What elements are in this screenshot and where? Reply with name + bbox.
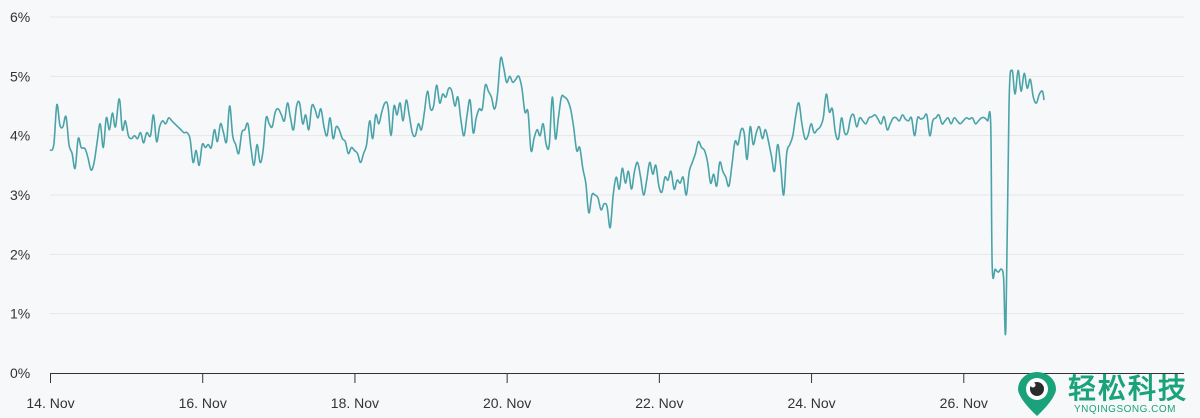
y-tick-label: 4% — [10, 128, 30, 144]
x-tick-label: 20. Nov — [483, 395, 531, 411]
y-tick-label: 6% — [10, 9, 30, 25]
x-tick-label: 22. Nov — [635, 395, 683, 411]
y-axis-tick-labels: 0% 1% 2% 3% 4% 5% 6% — [10, 9, 30, 381]
y-tick-label: 1% — [10, 306, 30, 322]
watermark-subtext: YNQINGSONG.COM — [1074, 404, 1176, 415]
y-tick-label: 5% — [10, 68, 30, 84]
x-tick-label: 16. Nov — [179, 395, 227, 411]
x-axis: 14. Nov 16. Nov 18. Nov 20. Nov 22. Nov 24. N… — [26, 373, 1184, 411]
logo-icon — [1012, 372, 1062, 418]
x-tick-label: 24. Nov — [787, 395, 835, 411]
watermark-text: 轻松科技 — [1068, 374, 1188, 404]
grid-lines — [50, 17, 1184, 314]
x-tick-label: 14. Nov — [26, 395, 74, 411]
x-tick-label: 26. Nov — [940, 395, 988, 411]
series-layer — [50, 57, 1044, 334]
watermark-logo: 轻松科技 YNQINGSONG.COM — [1012, 372, 1200, 418]
y-tick-label: 2% — [10, 246, 30, 262]
x-tick-label: 18. Nov — [331, 395, 379, 411]
y-tick-label: 3% — [10, 187, 30, 203]
y-tick-label: 0% — [10, 365, 30, 381]
series-line — [50, 57, 1044, 334]
